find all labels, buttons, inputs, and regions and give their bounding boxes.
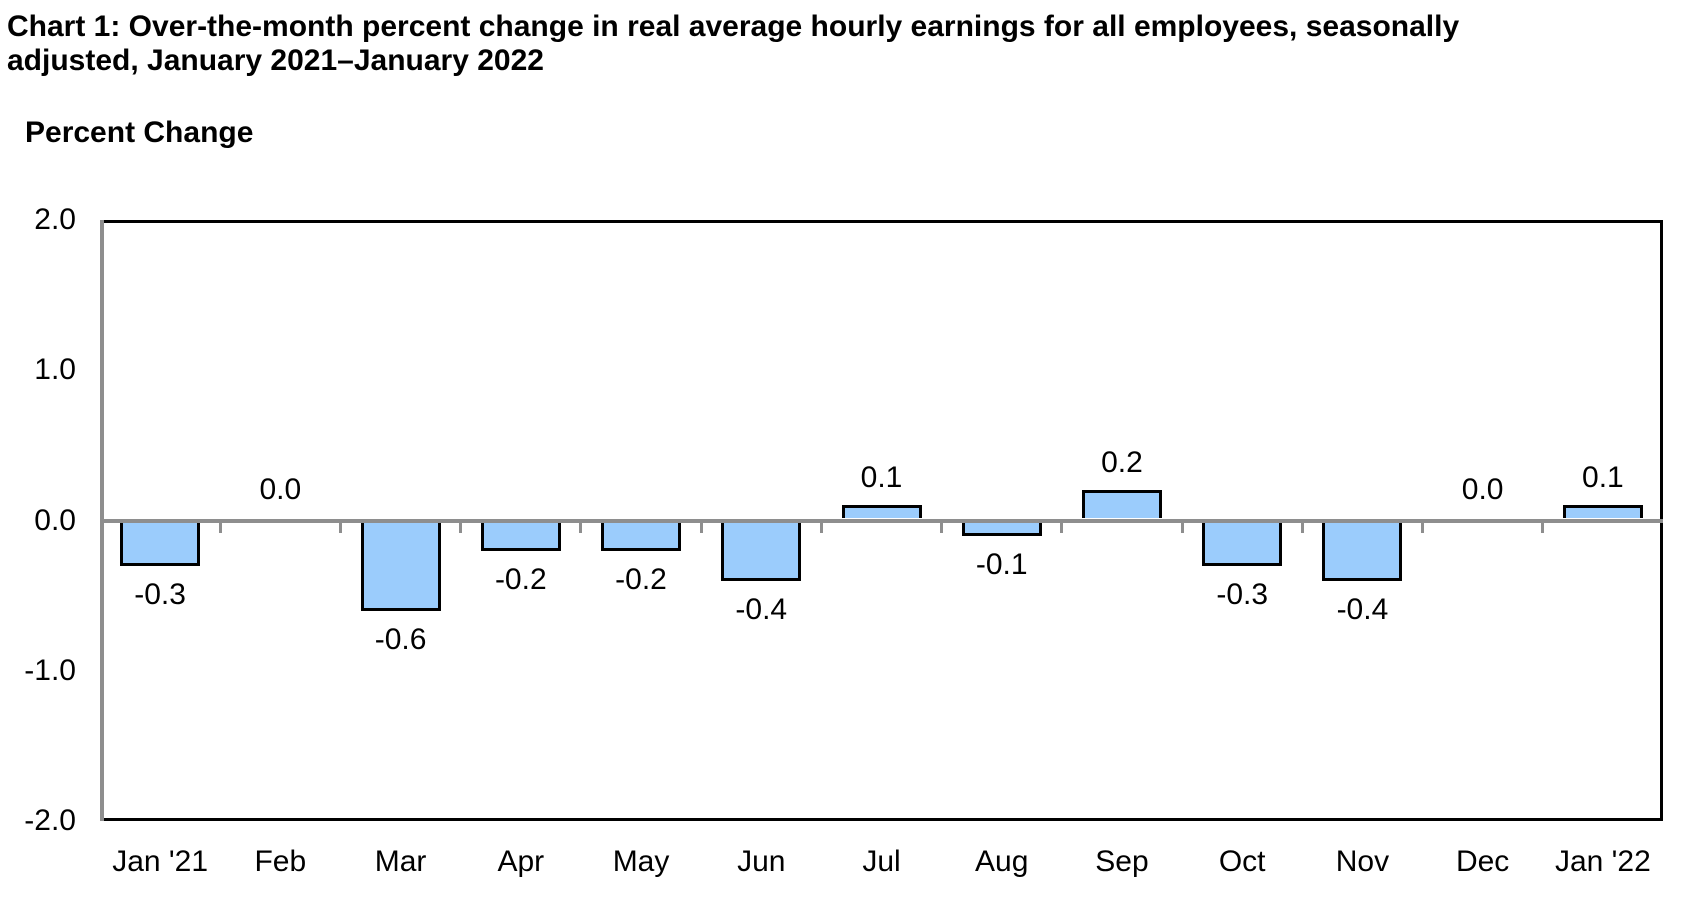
- bar-oct: [1202, 522, 1283, 566]
- bar-value-label: -0.4: [735, 592, 788, 626]
- y-axis-title: Percent Change: [25, 116, 254, 149]
- category-tick: [699, 522, 703, 533]
- chart-title: Chart 1: Over-the-month percent change i…: [7, 10, 1567, 78]
- bar-nov: [1322, 522, 1403, 581]
- bar-value-label: 0.2: [1101, 446, 1143, 480]
- x-tick-label: Jul: [862, 845, 901, 878]
- bar-value-label: 0.0: [259, 472, 302, 506]
- bar-value-label: 0.1: [860, 461, 903, 495]
- category-tick: [579, 522, 583, 533]
- bar-jan22: [1562, 505, 1643, 519]
- x-tick-label: Feb: [254, 845, 307, 878]
- bar-jan21: [120, 522, 201, 566]
- x-tick-label: May: [612, 845, 670, 878]
- bar-value-label: -0.3: [134, 577, 186, 611]
- bar-apr: [480, 522, 561, 551]
- bar-jul: [841, 505, 922, 519]
- zero-line: [100, 518, 1663, 523]
- category-tick: [819, 522, 823, 533]
- category-tick: [1300, 522, 1304, 533]
- y-tick-label: -1.0: [24, 653, 76, 687]
- plot-frame-top: [100, 220, 1663, 223]
- plot-frame-bottom: [100, 818, 1663, 821]
- category-tick: [1541, 522, 1545, 533]
- x-tick-label: Dec: [1455, 845, 1510, 878]
- bar-aug: [961, 522, 1042, 536]
- x-tick-label: Mar: [374, 845, 427, 878]
- x-tick-label: Oct: [1218, 845, 1266, 878]
- x-tick-label: Apr: [497, 845, 545, 878]
- bar-jun: [721, 522, 802, 581]
- bar-sep: [1081, 490, 1162, 519]
- bar-value-label: 0.0: [1461, 472, 1504, 506]
- category-tick: [338, 522, 342, 533]
- category-tick: [218, 522, 222, 533]
- bar-value-label: 0.1: [1582, 461, 1624, 495]
- x-tick-label: Sep: [1095, 845, 1149, 878]
- y-tick-label: 1.0: [34, 353, 76, 387]
- y-tick-label: 2.0: [34, 203, 76, 236]
- category-tick: [1180, 522, 1184, 533]
- bar-value-label: -0.4: [1336, 592, 1389, 626]
- category-tick: [1060, 522, 1064, 533]
- bar-mar: [360, 522, 441, 611]
- category-tick: [459, 522, 463, 533]
- bar-value-label: -0.1: [975, 547, 1028, 581]
- x-tick-label: Nov: [1335, 845, 1390, 878]
- x-tick-label: Aug: [975, 845, 1029, 878]
- category-tick: [1421, 522, 1425, 533]
- y-tick-label: -2.0: [24, 804, 76, 837]
- bar-may: [601, 522, 682, 551]
- x-tick-label: Jan '21: [112, 845, 209, 878]
- chart-title-line1: Chart 1: Over-the-month percent change i…: [7, 10, 1460, 43]
- bar-value-label: -0.3: [1216, 577, 1269, 611]
- x-tick-label: Jun: [737, 845, 786, 878]
- x-tick-label: Jan '22: [1554, 845, 1651, 878]
- bar-value-label: -0.6: [374, 622, 427, 656]
- plot-area: [100, 220, 1663, 821]
- bar-value-label: -0.2: [615, 562, 667, 596]
- chart-title-line2: adjusted, January 2021–January 2022: [7, 44, 544, 77]
- category-tick: [940, 522, 944, 533]
- bar-value-label: -0.2: [494, 562, 547, 596]
- y-tick-label: 0.0: [34, 503, 76, 537]
